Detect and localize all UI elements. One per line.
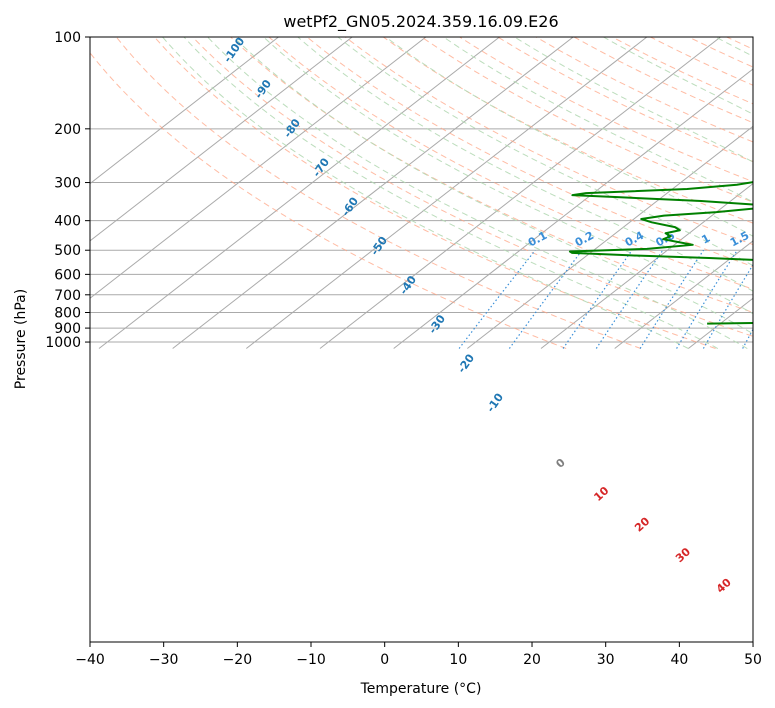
plot-area: 0.10.20.40.611.52346810131620253036-100-… [90, 37, 753, 596]
x-tick-label: −10 [296, 652, 326, 668]
mixing-ratio-line [676, 249, 738, 349]
dry-adiabat-line [230, 37, 753, 313]
y-tick-label: 400 [54, 214, 81, 230]
moist-adiabat-line [263, 37, 753, 315]
isotherm-line [90, 37, 427, 299]
moist-adiabat-line [297, 37, 753, 292]
plot-frame [89, 36, 754, 643]
moist-adiabat-line [233, 37, 753, 335]
isotherm-line [246, 37, 648, 349]
isotherm-line [98, 37, 500, 349]
y-tick-label: 900 [54, 321, 81, 337]
moist-adiabat-line [207, 37, 748, 349]
y-tick-label: 200 [54, 122, 81, 138]
isotherm-grid [90, 37, 753, 349]
isotherm-line [90, 37, 353, 242]
x-tick-label: 10 [449, 652, 467, 668]
dry-adiabat-line [421, 37, 753, 203]
y-tick-label: 300 [54, 176, 81, 192]
dry-adiabat-line [90, 52, 567, 349]
dry-adiabat-line [306, 37, 753, 268]
dry-adiabat-line [344, 37, 753, 246]
x-tick-label: 50 [744, 652, 762, 668]
isotherm-line [319, 37, 721, 349]
moist-adiabats [162, 37, 753, 349]
y-tick-label: 700 [54, 288, 81, 304]
x-axis-label: Temperature (°C) [360, 681, 482, 697]
x-axis-ticks: −40 −30 −20 −10 0 10 20 30 40 50 [75, 642, 762, 668]
moist-adiabat-line [385, 37, 753, 237]
y-tick-label: 500 [54, 243, 81, 259]
y-axis-label: Pressure (hPa) [13, 289, 29, 389]
dry-adiabat-line [115, 37, 642, 349]
mixing-ratio-line [562, 249, 633, 349]
dewpoint-profile-line [568, 181, 753, 325]
mixing-ratio-lines [458, 249, 753, 349]
moist-adiabat-line [162, 37, 689, 349]
x-tick-label: 20 [523, 652, 541, 668]
y-tick-label: 1000 [45, 335, 81, 351]
x-tick-label: 40 [670, 652, 688, 668]
moist-adiabat-line [183, 37, 719, 349]
mixing-ratio-line [595, 249, 664, 349]
mixing-ratio-line [702, 263, 753, 349]
chart-title: wetPf2_GN05.2024.359.16.09.E26 [283, 12, 558, 32]
x-tick-label: −30 [149, 652, 179, 668]
x-tick-label: −20 [223, 652, 253, 668]
isotherm-line [467, 125, 753, 349]
dry-adiabat-line [192, 37, 753, 337]
dry-adiabat-line [154, 37, 716, 349]
x-tick-label: −40 [75, 652, 105, 668]
dry-adiabats [90, 37, 753, 349]
dry-adiabat-line [459, 37, 753, 183]
y-tick-label: 800 [54, 305, 81, 321]
x-tick-label: 0 [380, 652, 389, 668]
y-tick-label: 100 [54, 30, 81, 46]
isotherm-line [90, 37, 279, 185]
isotherm-line [614, 240, 753, 349]
isotherm-line [172, 37, 574, 349]
profiles [568, 181, 753, 325]
isobar-grid [90, 37, 753, 343]
x-tick-label: 30 [597, 652, 615, 668]
y-tick-label: 600 [54, 267, 81, 283]
